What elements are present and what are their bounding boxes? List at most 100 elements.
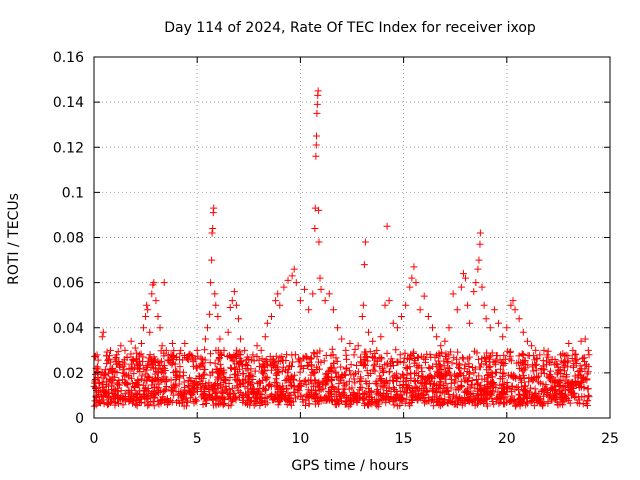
data-point-bg xyxy=(532,396,540,404)
data-point-bg xyxy=(466,383,474,391)
y-tick-label: 0.1 xyxy=(62,185,84,201)
data-point-bg xyxy=(290,376,298,384)
data-point-bg xyxy=(281,395,289,403)
data-point xyxy=(280,283,288,291)
data-point-bg xyxy=(374,403,382,411)
data-point-bg xyxy=(194,388,202,396)
data-point-bg xyxy=(426,380,434,388)
data-point xyxy=(263,319,271,327)
data-point-bg xyxy=(155,361,163,369)
data-point xyxy=(540,346,548,354)
data-point-bg xyxy=(563,373,571,381)
data-point-bg xyxy=(561,358,569,366)
data-point-bg xyxy=(554,400,562,408)
data-point-bg xyxy=(197,354,205,362)
data-point-bg xyxy=(484,374,492,382)
x-tick-label: 20 xyxy=(498,431,516,447)
data-point-bg xyxy=(361,356,369,364)
data-point-bg xyxy=(324,378,332,386)
data-point-bg xyxy=(399,370,407,378)
x-tick-label: 25 xyxy=(601,431,619,447)
data-point-bg xyxy=(529,367,537,375)
data-point-bg xyxy=(373,397,381,405)
data-point-bg xyxy=(201,346,209,354)
data-point-bg xyxy=(300,354,308,362)
data-point xyxy=(232,301,240,309)
data-point-bg xyxy=(567,388,575,396)
data-point-bg xyxy=(246,401,254,409)
data-point-bg xyxy=(477,363,485,371)
data-point-bg xyxy=(577,379,585,387)
data-point-bg xyxy=(173,372,181,380)
data-point-bg xyxy=(161,367,169,375)
data-point xyxy=(437,342,445,350)
data-point-bg xyxy=(150,390,158,398)
data-point-bg xyxy=(136,387,144,395)
data-point-bg xyxy=(410,348,418,356)
data-point xyxy=(472,279,480,287)
data-point-bg xyxy=(307,387,315,395)
data-point-bg xyxy=(244,366,252,374)
data-point xyxy=(315,238,323,246)
data-point-bg xyxy=(147,355,155,363)
data-point-bg xyxy=(360,360,368,368)
data-point-bg xyxy=(520,375,528,383)
data-point-bg xyxy=(295,386,303,394)
data-point-bg xyxy=(423,388,431,396)
data-point xyxy=(532,346,540,354)
data-point-bg xyxy=(528,393,536,401)
data-point-bg xyxy=(119,394,127,402)
data-point-bg xyxy=(199,374,207,382)
data-point-bg xyxy=(500,369,508,377)
ticks xyxy=(93,56,611,419)
y-tick-label: 0.14 xyxy=(53,95,84,111)
data-point-bg xyxy=(410,377,418,385)
data-point-bg xyxy=(353,362,361,370)
y-tick-label: 0.04 xyxy=(53,321,84,337)
data-point-bg xyxy=(170,381,178,389)
data-point-bg xyxy=(518,359,526,367)
data-point-bg xyxy=(273,366,281,374)
data-point xyxy=(154,312,162,320)
data-point-bg xyxy=(347,371,355,379)
data-point-bg xyxy=(507,357,515,365)
data-point xyxy=(420,292,428,300)
data-point xyxy=(150,279,158,287)
data-point xyxy=(220,346,228,354)
data-point-bg xyxy=(104,382,112,390)
data-point-bg xyxy=(312,386,320,394)
data-point-bg xyxy=(571,351,579,359)
data-point-bg xyxy=(225,386,233,394)
data-point xyxy=(119,369,127,377)
data-point-bg xyxy=(340,379,348,387)
data-point-bg xyxy=(227,401,235,409)
data-point xyxy=(544,353,552,361)
data-point-bg xyxy=(390,401,398,409)
data-point-bg xyxy=(339,385,347,393)
data-point-bg xyxy=(486,352,494,360)
data-point xyxy=(354,342,362,350)
data-point-bg xyxy=(264,361,272,369)
data-point-bg xyxy=(370,362,378,370)
data-point-bg xyxy=(504,347,512,355)
data-point-bg xyxy=(457,378,465,386)
data-point-bg xyxy=(541,386,549,394)
data-point-bg xyxy=(363,380,371,388)
data-point xyxy=(228,297,236,305)
data-point-bg xyxy=(304,377,312,385)
data-point-bg xyxy=(520,386,528,394)
data-point xyxy=(173,353,181,361)
data-point xyxy=(312,152,320,160)
data-point-bg xyxy=(258,398,266,406)
data-point-bg xyxy=(417,364,425,372)
data-point xyxy=(402,301,410,309)
data-point-bg xyxy=(138,358,146,366)
data-point-bg xyxy=(172,387,180,395)
data-point-bg xyxy=(217,381,225,389)
data-point-bg xyxy=(469,364,477,372)
data-point xyxy=(305,306,313,314)
data-point-bg xyxy=(114,400,122,408)
data-point-bg xyxy=(482,354,490,362)
data-point-bg xyxy=(145,401,153,409)
data-point-bg xyxy=(345,385,353,393)
